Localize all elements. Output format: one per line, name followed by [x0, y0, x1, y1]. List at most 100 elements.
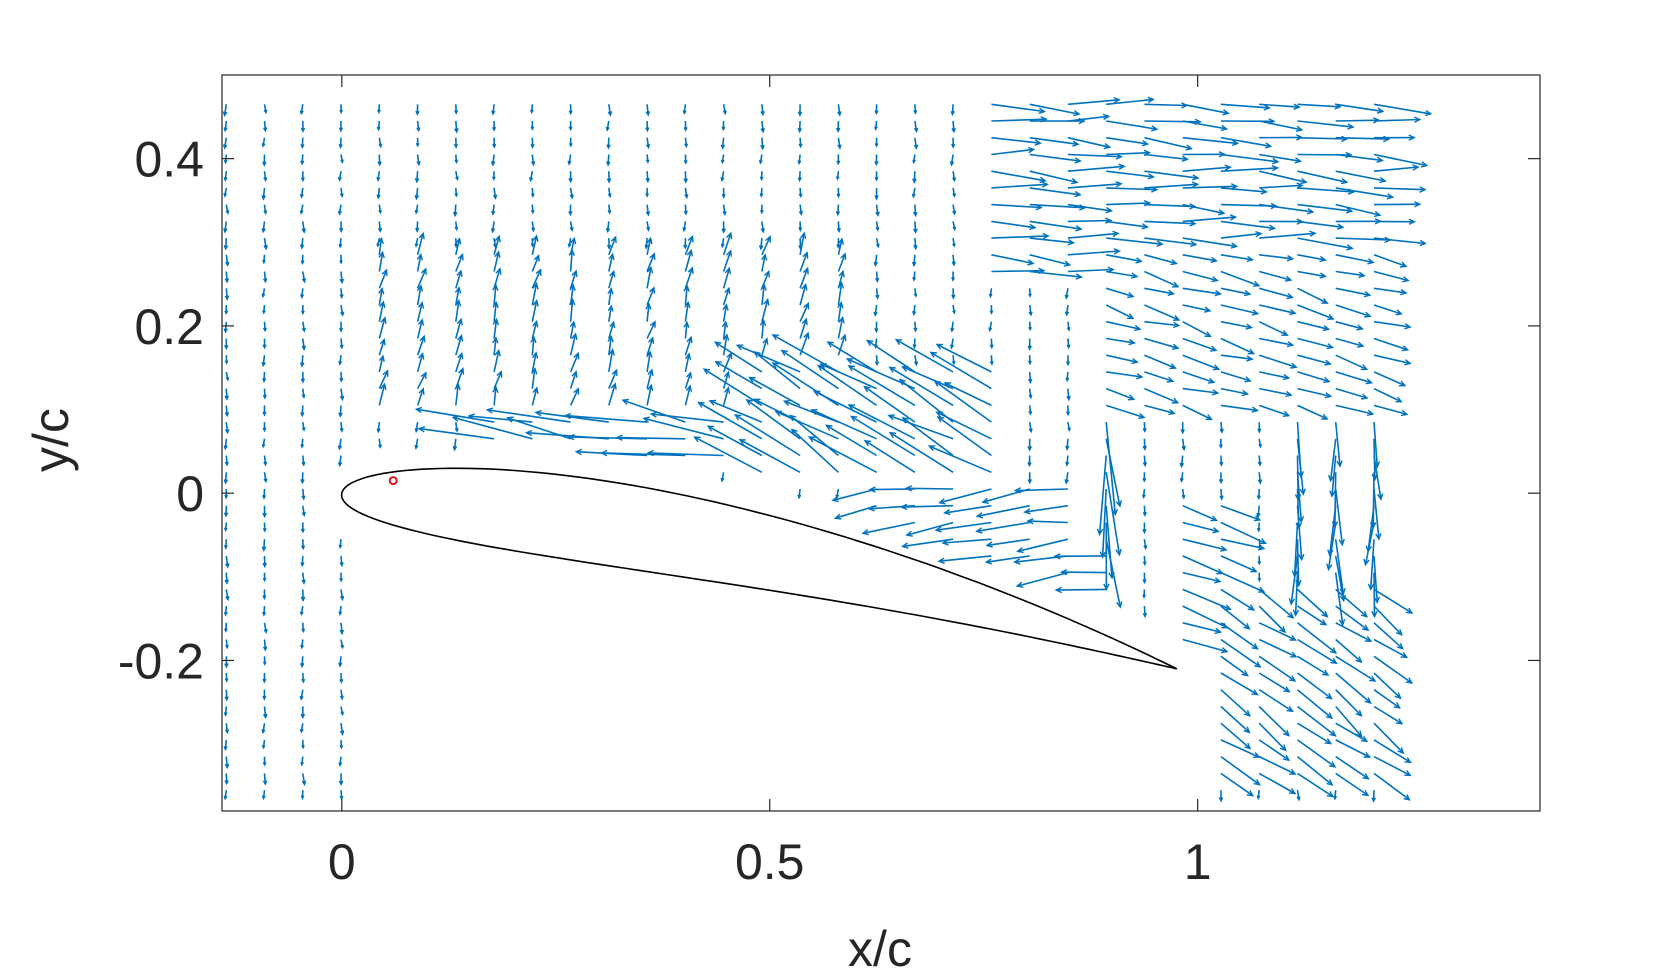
vector-shaft [1334, 572, 1344, 626]
vector-head [1027, 259, 1035, 266]
vector-head [414, 209, 419, 215]
vector-head [1324, 392, 1333, 399]
vector-shaft [531, 255, 540, 272]
vector-head [952, 243, 956, 248]
vector-head [1067, 427, 1071, 432]
vector-head [338, 412, 343, 418]
vector-shaft [1182, 521, 1219, 533]
vector-head [874, 176, 879, 182]
vector-head [1329, 730, 1337, 737]
vector-head [1134, 324, 1142, 332]
vector-head [912, 344, 917, 350]
vector-head [262, 344, 267, 350]
vector-shaft [888, 414, 954, 440]
vector-head [1355, 656, 1363, 664]
vector-head [1180, 429, 1185, 435]
vector-shaft [1067, 136, 1110, 149]
y-tick-label: 0.4 [134, 132, 204, 188]
vector-head [989, 310, 994, 315]
vector-shaft [646, 369, 653, 389]
vector-head [874, 143, 879, 148]
vector-shaft [874, 254, 878, 266]
vector-shaft [455, 120, 458, 133]
vector-shaft [799, 318, 808, 339]
vector-shaft [646, 171, 649, 182]
vector-shaft [1373, 739, 1411, 764]
vector-head [838, 315, 845, 324]
vector-head [797, 111, 803, 117]
vector-shaft [1373, 287, 1407, 294]
vector-head [569, 194, 574, 200]
vector-shaft [1373, 488, 1380, 540]
vector-head [337, 461, 343, 468]
vector-head [224, 678, 229, 683]
vector-shaft [722, 204, 726, 215]
vector-shaft [1297, 220, 1344, 229]
vector-head [223, 795, 228, 801]
vector-shaft [608, 288, 612, 306]
vector-head [1028, 293, 1032, 298]
vector-shaft [791, 428, 839, 473]
vector-head [1400, 409, 1409, 417]
vector-shaft [302, 338, 305, 350]
vector-head [340, 711, 344, 717]
axes-box [221, 74, 1541, 812]
vector-shaft [340, 589, 344, 600]
vector-head [263, 478, 268, 484]
vector-head [874, 110, 879, 116]
vector-shaft [1182, 304, 1211, 312]
vector-shaft [1373, 422, 1379, 467]
vector-shaft [1296, 689, 1333, 719]
vector-shaft [419, 427, 495, 440]
vector-shaft [493, 387, 497, 406]
vector-head [1214, 627, 1223, 635]
vector-head [929, 351, 937, 358]
vector-head [338, 360, 343, 366]
vector-shaft [531, 337, 535, 356]
vector-shaft [1098, 455, 1107, 535]
vector-shaft [813, 390, 877, 423]
vector-shaft [1144, 404, 1175, 415]
vector-head [380, 316, 387, 324]
vector-head [684, 352, 692, 360]
vector-head [875, 294, 880, 300]
vector-head [300, 294, 305, 299]
vector-head [763, 298, 770, 306]
vector-head [1404, 770, 1412, 777]
vector-head [1288, 675, 1297, 682]
vector-shaft [1029, 153, 1081, 162]
vector-shaft [608, 271, 615, 289]
vector-head [1263, 104, 1272, 111]
vector-head [1171, 397, 1180, 404]
vector-head [1222, 109, 1230, 116]
vector-head [1067, 239, 1076, 246]
vector-shaft [646, 287, 655, 306]
vector-shaft [1182, 337, 1217, 352]
vector-head [569, 283, 576, 291]
vector-head [1066, 344, 1071, 350]
vector-head [798, 143, 803, 149]
vector-head [1128, 338, 1136, 346]
vector-head [300, 444, 305, 449]
vector-head [263, 177, 268, 182]
vector-head [1219, 461, 1224, 467]
vector-shaft [1297, 387, 1331, 398]
vector-head [1102, 113, 1111, 121]
vector-head [262, 512, 267, 519]
vector-head [812, 390, 821, 397]
vector-head [790, 428, 798, 436]
vector-shaft [606, 221, 610, 232]
vector-shaft [569, 270, 577, 289]
vector-head [1113, 248, 1122, 255]
vector-head [417, 301, 425, 309]
vector-shaft [799, 284, 807, 306]
vector-shaft [1296, 505, 1303, 560]
vector-head [721, 228, 726, 234]
vector-head [646, 236, 653, 245]
vector-head [1166, 376, 1175, 383]
vector-head [1345, 207, 1354, 214]
vector-head [721, 320, 729, 328]
vector-head [379, 300, 386, 308]
vector-shaft [1028, 304, 1032, 316]
vector-shaft [1259, 184, 1303, 189]
